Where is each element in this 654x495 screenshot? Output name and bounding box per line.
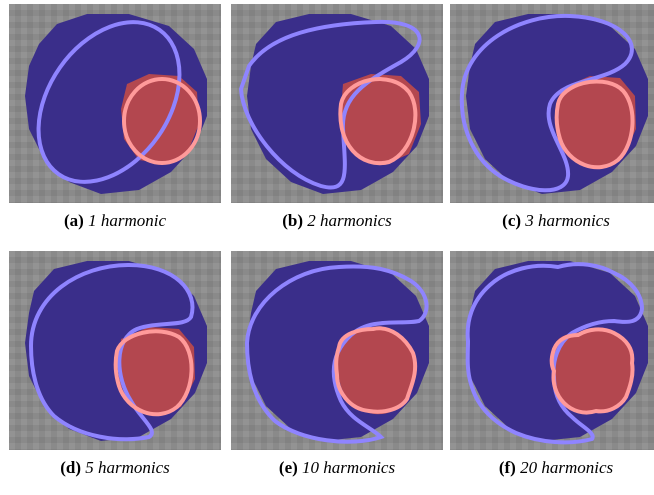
caption-e: (e) 10 harmonics [231,458,443,478]
red-mask [341,74,421,164]
caption-a-text: 1 harmonic [88,211,166,230]
panel-e: (e) 10 harmonics [231,251,443,495]
red-contour [334,326,418,414]
red-contour [113,329,194,417]
panel-b-image [231,4,443,203]
red-mask [121,74,199,164]
caption-b-text: 2 harmonics [307,211,392,230]
red-mask [337,328,414,415]
red-mask [553,329,634,413]
caption-a-label: (a) [64,211,84,230]
caption-e-label: (e) [278,458,298,477]
panel-e-image [231,251,443,450]
red-mask [558,76,636,167]
blue-contour [465,262,645,445]
red-contour [338,77,418,166]
caption-c-label: (c) [502,211,522,230]
caption-c-text: 3 harmonics [525,211,610,230]
caption-b-label: (b) [282,211,303,230]
red-contour [549,327,635,415]
red-contour [122,77,202,165]
caption-b: (b) 2 harmonics [231,211,443,231]
panel-f-image [450,251,654,450]
blue-contour [238,19,422,190]
caption-d: (d) 5 harmonics [9,458,221,478]
panel-b: (b) 2 harmonics [231,4,443,248]
panel-c: (c) 3 harmonics [450,4,654,248]
caption-d-label: (d) [60,458,81,477]
panel-d: (d) 5 harmonics [9,251,221,495]
caption-c: (c) 3 harmonics [450,211,654,231]
panel-a: (a) 1 harmonic [9,4,221,248]
caption-f-label: (f) [498,458,516,477]
red-contour [554,79,635,170]
caption-f-text: 20 harmonics [520,458,614,477]
blue-contour [459,13,634,193]
panel-f: (f) 20 harmonics [450,251,654,495]
panel-d-image [9,251,221,450]
panel-a-image [9,4,221,203]
caption-e-text: 10 harmonics [302,458,396,477]
blue-contour [36,20,182,184]
caption-d-text: 5 harmonics [85,458,170,477]
panel-c-image [450,4,654,203]
caption-a: (a) 1 harmonic [9,211,221,231]
caption-f: (f) 20 harmonics [450,458,654,478]
red-mask [119,327,195,414]
